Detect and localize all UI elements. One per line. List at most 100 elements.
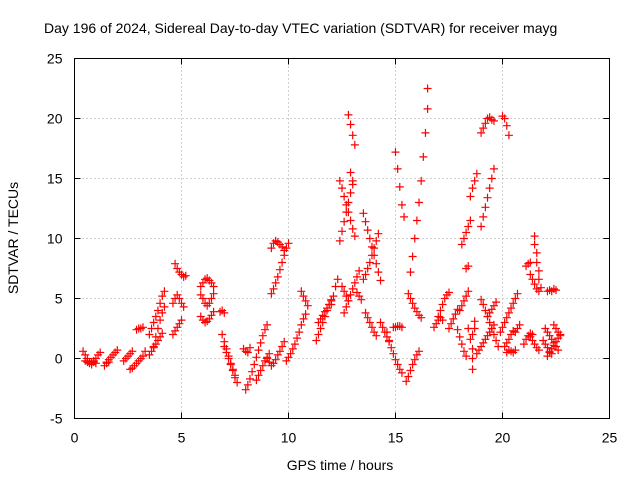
data-point	[438, 316, 447, 325]
data-point	[537, 283, 546, 292]
data-point	[532, 258, 541, 267]
data-point	[201, 275, 210, 284]
data-point	[459, 234, 468, 243]
data-point	[267, 289, 276, 298]
data-point	[391, 148, 400, 157]
data-point	[372, 259, 381, 268]
data-point	[462, 292, 471, 301]
data-point	[445, 324, 453, 333]
data-point	[466, 335, 475, 344]
data-point	[209, 289, 218, 298]
data-point	[477, 342, 486, 351]
data-point	[393, 360, 402, 369]
data-point	[348, 176, 357, 185]
data-point	[301, 296, 310, 305]
data-point	[376, 318, 385, 327]
data-point	[295, 328, 304, 337]
data-point	[348, 284, 357, 293]
chart-title: Day 196 of 2024, Sidereal Day-to-day VTE…	[44, 20, 557, 36]
data-point	[359, 275, 368, 284]
data-point	[179, 302, 188, 311]
data-point	[160, 302, 169, 311]
data-point	[423, 84, 432, 93]
data-point	[534, 275, 543, 284]
data-point	[511, 346, 520, 355]
data-point	[532, 248, 541, 257]
data-point	[222, 348, 231, 357]
data-point	[376, 276, 385, 285]
data-point	[113, 346, 122, 355]
data-point	[502, 121, 511, 130]
data-point	[406, 294, 415, 303]
data-point	[338, 282, 346, 291]
x-tick-label: 10	[281, 430, 297, 446]
data-point	[423, 104, 432, 113]
data-point	[355, 292, 364, 301]
data-point	[149, 318, 158, 327]
data-point	[487, 174, 496, 183]
data-point	[314, 330, 323, 339]
data-point	[470, 324, 479, 333]
data-point	[275, 347, 284, 356]
data-point	[528, 336, 537, 345]
data-point	[316, 324, 325, 333]
data-point	[338, 184, 346, 193]
data-point	[500, 342, 509, 351]
data-point	[171, 259, 180, 268]
data-point	[472, 349, 481, 358]
data-point	[402, 377, 411, 386]
data-point	[153, 324, 162, 333]
data-point	[363, 226, 372, 235]
data-point	[297, 287, 306, 296]
data-point	[415, 347, 424, 356]
data-point	[340, 287, 349, 296]
data-point	[335, 236, 344, 245]
data-point	[273, 272, 282, 281]
data-point	[432, 319, 441, 328]
data-point	[363, 313, 372, 322]
data-point	[91, 359, 100, 368]
data-point	[545, 331, 554, 340]
data-point	[515, 320, 524, 329]
data-point	[209, 282, 218, 291]
data-point	[408, 252, 417, 261]
data-point	[556, 331, 565, 340]
data-point	[218, 330, 227, 339]
data-point	[280, 337, 289, 346]
data-point	[207, 311, 216, 320]
data-point	[138, 352, 147, 361]
data-point	[507, 347, 516, 356]
data-point	[367, 251, 376, 260]
data-point	[393, 164, 402, 173]
data-point	[355, 266, 364, 275]
data-point	[361, 217, 370, 226]
data-point	[453, 325, 462, 334]
data-point	[415, 198, 424, 207]
data-point	[284, 353, 293, 362]
data-point	[346, 290, 355, 299]
data-point	[145, 350, 154, 359]
data-point	[539, 336, 548, 345]
data-point	[151, 312, 160, 321]
data-point	[459, 347, 468, 356]
data-point	[299, 292, 308, 301]
data-point	[254, 346, 263, 355]
data-point	[387, 343, 396, 352]
data-point	[220, 342, 229, 351]
data-point	[391, 355, 400, 364]
data-point	[224, 354, 233, 363]
data-point	[455, 332, 464, 341]
data-point	[233, 378, 242, 387]
data-point	[519, 340, 528, 349]
data-point	[338, 227, 346, 236]
data-point	[464, 222, 473, 231]
data-point	[196, 290, 205, 299]
data-point	[226, 360, 235, 369]
data-point	[485, 318, 494, 327]
data-point	[128, 347, 137, 356]
y-tick-label: 5	[55, 291, 63, 307]
data-point	[265, 349, 274, 358]
data-point	[534, 266, 543, 275]
data-point	[552, 286, 560, 295]
data-point	[352, 272, 361, 281]
